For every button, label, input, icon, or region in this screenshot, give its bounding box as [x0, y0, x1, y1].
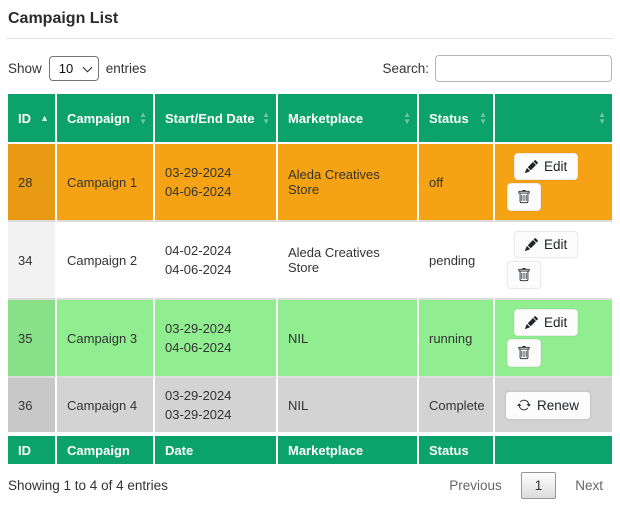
cell-marketplace: NIL — [278, 378, 419, 434]
delete-button[interactable] — [507, 183, 541, 211]
pencil-icon — [525, 160, 538, 173]
pencil-icon — [525, 316, 538, 329]
footer-status: Status — [419, 434, 495, 464]
refresh-icon — [517, 398, 531, 412]
sort-asc-icon: ▲ — [40, 113, 49, 123]
table-row: 36 Campaign 4 03-29-2024 03-29-2024 NIL … — [8, 378, 612, 434]
entries-label: entries — [105, 61, 147, 76]
current-page-button[interactable]: 1 — [520, 472, 557, 499]
cell-id: 34 — [8, 222, 57, 300]
cell-date: 03-29-2024 04-06-2024 — [155, 300, 278, 378]
cell-id: 28 — [8, 144, 57, 222]
cell-date: 03-29-2024 04-06-2024 — [155, 144, 278, 222]
cell-marketplace: Aleda Creatives Store — [278, 144, 419, 222]
footer-marketplace: Marketplace — [278, 434, 419, 464]
table-footer-row: ID Campaign Date Marketplace Status — [8, 434, 612, 464]
trash-icon — [517, 268, 531, 282]
header-actions[interactable]: ▲ ▼ — [495, 94, 612, 144]
entries-info: Showing 1 to 4 of 4 entries — [8, 478, 168, 493]
cell-date: 03-29-2024 03-29-2024 — [155, 378, 278, 434]
footer-campaign: Campaign — [57, 434, 155, 464]
edit-button[interactable]: Edit — [514, 231, 579, 258]
table-header-row: ID ▲ Campaign ▲ ▼ Start/End Date ▲ ▼ Marke… — [8, 94, 612, 144]
campaign-table: ID ▲ Campaign ▲ ▼ Start/End Date ▲ ▼ Marke… — [8, 94, 612, 464]
cell-actions: Edit — [495, 144, 612, 222]
show-label: Show — [8, 61, 42, 76]
header-marketplace[interactable]: Marketplace ▲ ▼ — [278, 94, 419, 144]
divider — [6, 38, 614, 39]
footer-actions — [495, 434, 612, 464]
sort-both-icon: ▲ ▼ — [479, 110, 487, 126]
edit-button[interactable]: Edit — [514, 309, 579, 336]
cell-campaign: Campaign 3 — [57, 300, 155, 378]
cell-status: Complete — [419, 378, 495, 434]
delete-button[interactable] — [507, 261, 541, 289]
header-date[interactable]: Start/End Date ▲ ▼ — [155, 94, 278, 144]
table-footer-bar: Showing 1 to 4 of 4 entries Previous 1 N… — [8, 472, 612, 499]
cell-actions: Edit — [495, 222, 612, 300]
cell-id: 35 — [8, 300, 57, 378]
header-campaign[interactable]: Campaign ▲ ▼ — [57, 94, 155, 144]
sort-both-icon: ▲ ▼ — [262, 110, 270, 126]
renew-button[interactable]: Renew — [505, 390, 592, 420]
sort-both-icon: ▲ ▼ — [598, 110, 606, 126]
cell-actions: Renew — [495, 378, 612, 434]
cell-campaign: Campaign 2 — [57, 222, 155, 300]
search-input[interactable] — [435, 55, 612, 82]
trash-icon — [517, 190, 531, 204]
cell-marketplace: NIL — [278, 300, 419, 378]
cell-actions: Edit — [495, 300, 612, 378]
cell-status: running — [419, 300, 495, 378]
edit-button[interactable]: Edit — [514, 153, 579, 180]
search-control: Search: — [382, 55, 612, 82]
trash-icon — [517, 346, 531, 360]
cell-campaign: Campaign 1 — [57, 144, 155, 222]
entries-select[interactable]: 10 — [48, 56, 99, 81]
sort-both-icon: ▲ ▼ — [403, 110, 411, 126]
cell-marketplace: Aleda Creatives Store — [278, 222, 419, 300]
table-row: 35 Campaign 3 03-29-2024 04-06-2024 NIL … — [8, 300, 612, 378]
table-row: 28 Campaign 1 03-29-2024 04-06-2024 Aled… — [8, 144, 612, 222]
cell-status: pending — [419, 222, 495, 300]
cell-status: off — [419, 144, 495, 222]
cell-campaign: Campaign 4 — [57, 378, 155, 434]
next-page-button[interactable]: Next — [566, 473, 612, 498]
footer-date: Date — [155, 434, 278, 464]
table-controls: Show 10 entries Search: — [8, 55, 612, 82]
pencil-icon — [525, 238, 538, 251]
pagination: Previous 1 Next — [440, 472, 612, 499]
table-row: 34 Campaign 2 04-02-2024 04-06-2024 Aled… — [8, 222, 612, 300]
footer-id: ID — [8, 434, 57, 464]
search-label: Search: — [382, 61, 429, 76]
cell-id: 36 — [8, 378, 57, 434]
entries-select-wrap: 10 — [48, 56, 99, 81]
page-title: Campaign List — [8, 10, 119, 27]
previous-page-button[interactable]: Previous — [440, 473, 511, 498]
delete-button[interactable] — [507, 339, 541, 367]
sort-both-icon: ▲ ▼ — [139, 110, 147, 126]
entries-length-control: Show 10 entries — [8, 56, 146, 81]
cell-date: 04-02-2024 04-06-2024 — [155, 222, 278, 300]
header-status[interactable]: Status ▲ ▼ — [419, 94, 495, 144]
header-id[interactable]: ID ▲ — [8, 94, 57, 144]
